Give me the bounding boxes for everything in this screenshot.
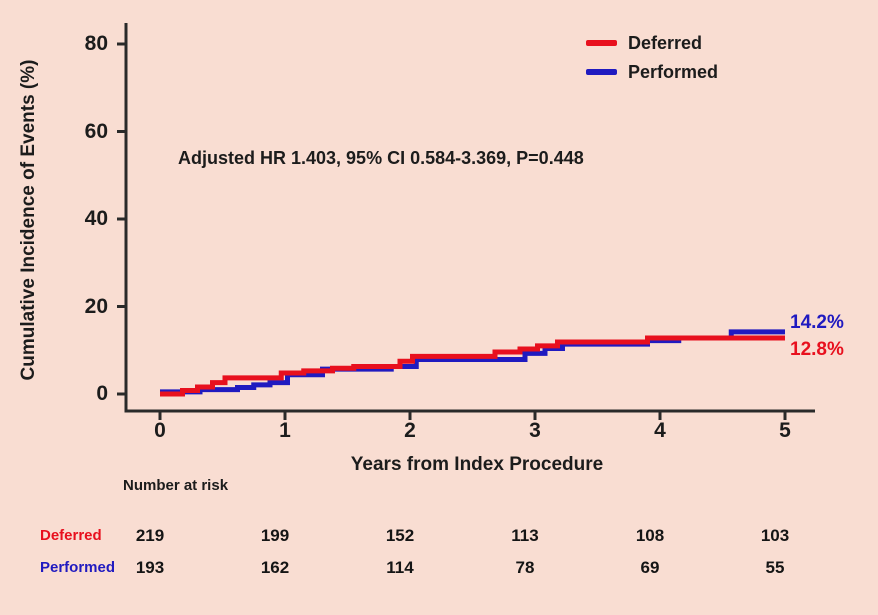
y-tick-label: 40 xyxy=(84,207,108,230)
x-tick-label: 0 xyxy=(154,419,166,442)
y-tick-label: 80 xyxy=(84,32,108,55)
risk-row-label-deferred: Deferred xyxy=(40,527,102,544)
x-tick-label: 1 xyxy=(279,419,291,442)
risk-value: 193 xyxy=(135,558,165,577)
y-tick-label: 0 xyxy=(96,382,108,405)
risk-value: 162 xyxy=(260,558,290,577)
x-tick-label: 5 xyxy=(779,419,791,442)
risk-value: 152 xyxy=(385,526,415,545)
legend-label-deferred: Deferred xyxy=(628,33,703,53)
risk-value: 78 xyxy=(515,558,535,577)
x-tick-label: 3 xyxy=(529,419,541,442)
risk-row-label-performed: Performed xyxy=(40,559,116,576)
y-tick-label: 60 xyxy=(84,119,108,143)
risk-value: 55 xyxy=(765,558,785,577)
risk-table-header: Number at risk xyxy=(123,477,229,494)
x-tick-label: 2 xyxy=(404,419,416,442)
risk-value: 113 xyxy=(511,526,539,545)
risk-value: 114 xyxy=(386,558,414,577)
x-tick-label: 4 xyxy=(654,419,666,442)
y-axis-title: Cumulative Incidence of Events (%) xyxy=(18,59,39,381)
hr-annotation: Adjusted HR 1.403, 95% CI 0.584-3.369, P… xyxy=(178,148,584,168)
end-label-performed: 14.2% xyxy=(790,312,844,333)
risk-value: 219 xyxy=(135,526,165,545)
risk-value: 103 xyxy=(760,526,790,545)
legend-swatch-deferred xyxy=(586,40,617,46)
curve-performed xyxy=(160,329,785,395)
risk-value: 69 xyxy=(640,558,660,577)
legend-swatch-performed xyxy=(586,69,617,75)
legend-label-performed: Performed xyxy=(628,62,719,82)
risk-value: 108 xyxy=(635,526,665,545)
curve-deferred xyxy=(160,335,785,397)
y-tick-label: 20 xyxy=(84,294,108,318)
end-label-deferred: 12.8% xyxy=(790,339,844,360)
risk-value: 199 xyxy=(260,526,290,545)
x-axis-title: Years from Index Procedure xyxy=(350,454,604,475)
